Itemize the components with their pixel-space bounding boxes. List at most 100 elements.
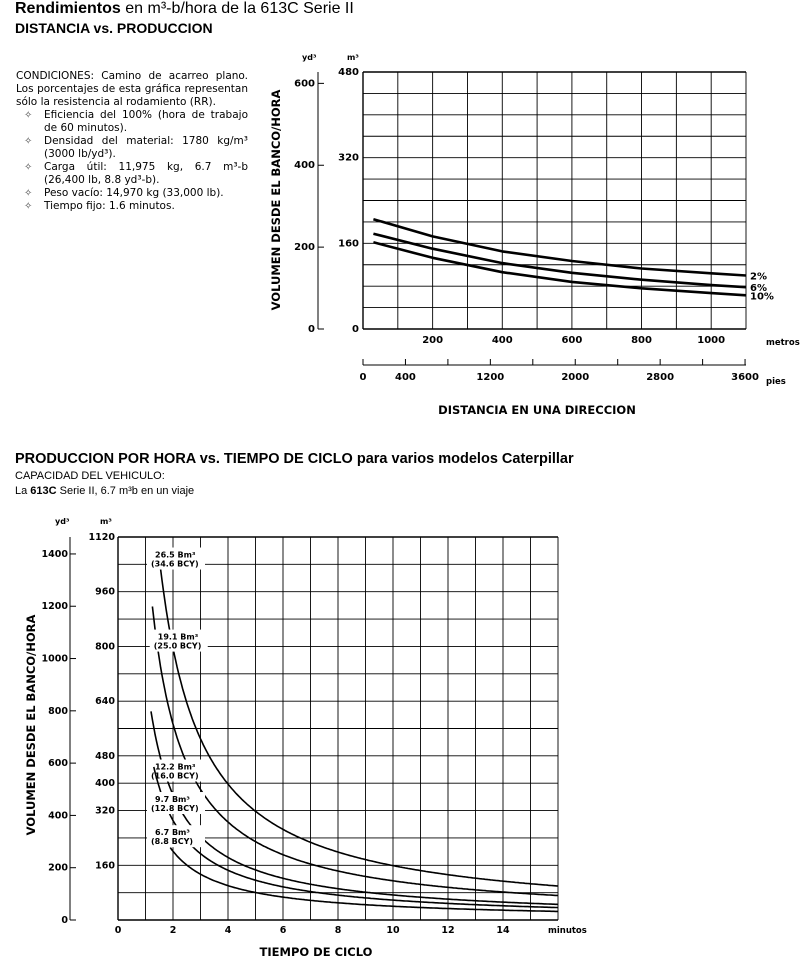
y-tick-label-yd3: 600 <box>48 758 68 769</box>
x-tick-label: 8 <box>335 925 342 936</box>
series-label: 26.5 Bm³ <box>155 551 196 560</box>
x-tick-label-ft: 1200 <box>476 372 504 383</box>
y-tick-label-m3: 480 <box>95 751 115 762</box>
y-tick-label-m3: 480 <box>338 67 359 78</box>
x-tick-label-m: 800 <box>631 335 652 346</box>
conditions-list: ✧ Eficiencia del 100% (hora de trabajo de… <box>16 109 248 213</box>
series-label-bg <box>147 759 205 782</box>
x-tick-label-ft: 3600 <box>731 372 759 383</box>
series-label-sub: (25.0 BCY) <box>154 642 202 651</box>
conditions-item: ✧ Peso vacío: 14,970 kg (33,000 lb). <box>24 187 224 199</box>
conditions-item: ✧ Carga útil: 11,975 kg, 6.7 m³-b (26,400… <box>24 161 248 186</box>
series-label-bg <box>147 825 205 848</box>
series-label: 6% <box>750 283 767 294</box>
chart1-x-unit-bottom: pies <box>766 377 786 387</box>
chart2-y-unit-left: yd³ <box>55 517 70 526</box>
series-label: 10% <box>750 291 774 302</box>
y-tick-label-yd3: 200 <box>294 242 315 253</box>
series-label-sub: (34.6 BCY) <box>151 560 199 569</box>
conditions-block: CONDICIONES: Camino de acarreo plano. Lo… <box>16 70 248 213</box>
series-line <box>159 569 559 887</box>
page-subtitle: DISTANCIA vs. PRODUCCION <box>15 20 213 36</box>
conditions-item: ✧ Tiempo fijo: 1.6 minutos. <box>24 200 175 212</box>
chart1-grid <box>362 71 747 330</box>
chart1-x-unit-top: metros <box>766 338 800 348</box>
y-tick-label-yd3: 800 <box>48 706 68 717</box>
chart2-y-unit-right: m³ <box>100 517 112 526</box>
y-tick-label-m3: 960 <box>95 587 115 598</box>
y-tick-label-yd3: 1400 <box>42 549 69 560</box>
conditions-intro: CONDICIONES: Camino de acarreo plano. Lo… <box>16 70 248 108</box>
series-line <box>151 606 559 897</box>
y-tick-label-m3: 160 <box>95 860 115 871</box>
y-tick-label-m3: 0 <box>352 324 359 335</box>
y-tick-label-yd3: 400 <box>48 810 68 821</box>
x-tick-label-m: 200 <box>422 335 443 346</box>
page-title: Rendimientos en m³-b/hora de la 613C Ser… <box>15 0 354 17</box>
series-line <box>150 711 559 906</box>
x-tick-label-ft: 2800 <box>646 372 674 383</box>
y-tick-label-yd3: 600 <box>294 78 315 89</box>
bullet-icon: ✧ <box>24 136 33 147</box>
chart2-x-unit: minutos <box>548 926 587 936</box>
x-tick-label-m: 1000 <box>697 335 725 346</box>
x-tick-label-ft: 400 <box>395 372 416 383</box>
y-tick-label-yd3: 0 <box>308 324 315 335</box>
bullet-icon: ✧ <box>24 188 33 199</box>
chart1-y-unit-right: m³ <box>347 53 359 62</box>
series-label: 2% <box>750 271 767 282</box>
x-tick-label-ft: 2000 <box>561 372 589 383</box>
series-label: 12.2 Bm³ <box>155 763 196 772</box>
x-tick-label: 0 <box>115 925 122 936</box>
y-tick-label-m3: 1120 <box>89 532 116 543</box>
x-tick-label-m: 400 <box>492 335 513 346</box>
series-label: 19.1 Bm³ <box>158 633 199 642</box>
x-tick-label: 2 <box>170 925 177 936</box>
series-line <box>169 847 558 913</box>
conditions-item: ✧ Eficiencia del 100% (hora de trabajo de… <box>24 109 248 134</box>
chart1-y-unit-left: yd³ <box>302 53 317 62</box>
y-tick-label-yd3: 1000 <box>42 654 69 665</box>
y-tick-label-m3: 400 <box>95 778 115 789</box>
section2-title: PRODUCCION POR HORA vs. TIEMPO DE CICLO … <box>15 451 574 467</box>
bullet-icon: ✧ <box>24 162 33 173</box>
chart2-ticks: 1120960800640480400320160140012001000800… <box>42 532 510 936</box>
conditions-item: ✧ Densidad del material: 1780 kg/m³ (3000… <box>24 135 248 160</box>
series-label-sub: (16.0 BCY) <box>151 772 199 781</box>
y-tick-label-yd3: 400 <box>294 160 315 171</box>
y-tick-label-m3: 160 <box>338 238 359 249</box>
x-tick-label: 4 <box>225 925 232 936</box>
series-line-10pct <box>373 241 747 297</box>
series-label-sub: (8.8 BCY) <box>151 837 193 846</box>
chart2-series: 26.5 Bm³(34.6 BCY) 19.1 Bm³(25.0 BCY) 12.2… <box>147 547 559 913</box>
x-tick-label-ft: 0 <box>360 372 367 383</box>
cycle-time-production-chart: 26.5 Bm³(34.6 BCY) 19.1 Bm³(25.0 BCY) 12.2… <box>24 517 587 959</box>
series-line-2pct <box>373 217 747 277</box>
y-tick-label-m3: 320 <box>95 806 115 817</box>
series-label: 6.7 Bm³ <box>155 828 190 837</box>
x-tick-label: 14 <box>496 925 510 936</box>
y-tick-label-yd3: 200 <box>48 863 68 874</box>
y-tick-label-yd3: 0 <box>61 915 68 926</box>
x-tick-label: 12 <box>441 925 454 936</box>
x-tick-label: 6 <box>280 925 287 936</box>
x-tick-label-m: 600 <box>561 335 582 346</box>
series-line-6pct <box>373 232 747 289</box>
series-line <box>153 766 559 909</box>
y-tick-label-m3: 320 <box>338 153 359 164</box>
chart1-x-axis-label: DISTANCIA EN UNA DIRECCION <box>438 403 636 417</box>
series-label: 9.7 Bm³ <box>155 795 190 804</box>
series-label-bg <box>147 792 205 815</box>
capacity-label: CAPACIDAD DEL VEHICULO: <box>15 470 165 482</box>
bullet-icon: ✧ <box>24 201 33 212</box>
x-tick-label: 10 <box>386 925 400 936</box>
chart2-y-axis-label: VOLUMEN DESDE EL BANCO/HORA <box>24 615 38 836</box>
chart1-y-axis-label: VOLUMEN DESDE EL BANCO/HORA <box>269 90 283 311</box>
chart2-x-axis-label: TIEMPO DE CICLO <box>260 945 373 959</box>
capacity-detail: La 613C Serie II, 6.7 m³b en un viaje <box>15 485 195 497</box>
series-label-bg <box>147 547 205 570</box>
series-label-bg <box>149 629 208 652</box>
chart1-series: 2%6%10% <box>373 217 774 302</box>
